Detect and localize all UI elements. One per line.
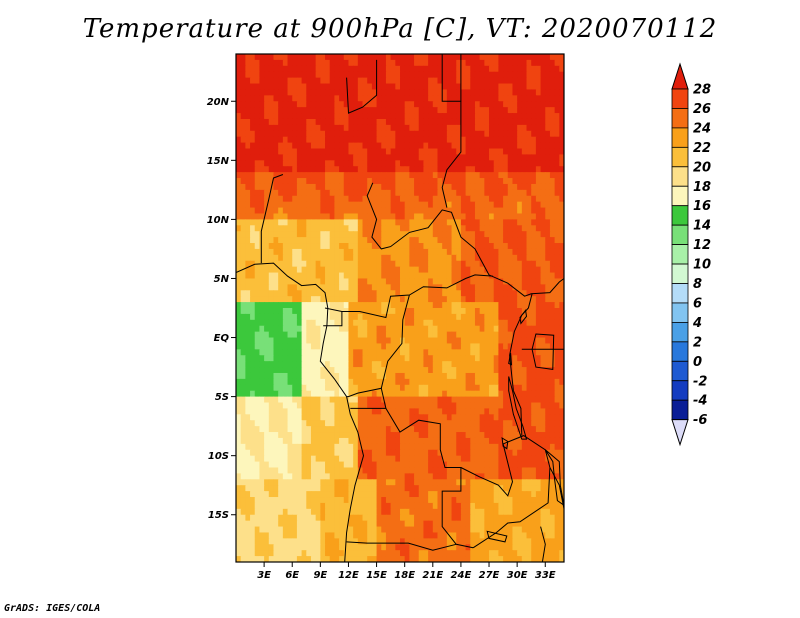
colorbar-bottom-arrow [671, 419, 689, 447]
colorbar-segment [671, 244, 689, 265]
lon-tick-label: 12E [338, 570, 359, 581]
colorbar-segment [671, 88, 689, 109]
lake-outline [508, 376, 528, 440]
border-line [380, 388, 387, 409]
colorbar-level-label: 22 [693, 141, 711, 156]
lat-tick-label: 15S [208, 510, 229, 521]
lon-tick-label: 6E [285, 570, 299, 581]
border-line [549, 467, 564, 509]
colorbar-segment [671, 380, 689, 401]
lake-outline [519, 309, 528, 325]
longitude-axis: 3E 6E 9E 12E 15E 18E 21E 24E 27E 30E 33E [257, 562, 556, 581]
colorbar-level-label: -6 [693, 413, 707, 428]
lon-tick-label: 33E [535, 570, 556, 581]
lat-tick-label: 10S [208, 451, 229, 462]
latitude-axis: 20N 15N 10N 5N EQ 5S 10S 15S [207, 97, 236, 521]
lake-outline [544, 449, 564, 506]
colorbar-level-label: 24 [693, 121, 711, 136]
colorbar-level-label: 0 [693, 355, 702, 370]
lat-tick-label: EQ [214, 333, 230, 344]
lon-tick-label: 3E [257, 570, 271, 581]
colorbar-segment [671, 185, 689, 207]
colorbar-segment [671, 224, 689, 245]
border-line [509, 293, 533, 391]
lon-tick-label: 30E [507, 570, 528, 581]
lat-tick-label: 5N [214, 274, 230, 285]
lon-tick-label: 27E [479, 570, 500, 581]
colorbar-level-label: 14 [693, 219, 711, 234]
colorbar-level-label: 6 [693, 296, 702, 311]
colorbar-segment [671, 321, 689, 343]
border-line [346, 541, 457, 551]
colorbar-segment [671, 283, 689, 304]
lake-outline [501, 437, 509, 450]
colorbar-segment [671, 360, 689, 382]
colorbar-level-label: 20 [693, 160, 711, 175]
border-line [346, 294, 410, 398]
colorbar-top-arrow [671, 62, 689, 90]
border-line [346, 59, 378, 114]
temperature-field [236, 54, 564, 562]
colorbar-level-label: 10 [693, 258, 711, 273]
border-line [350, 407, 474, 549]
lon-tick-label: 24E [451, 570, 472, 581]
country-borders [236, 54, 564, 562]
lat-tick-label: 5S [215, 392, 229, 403]
border-line [323, 311, 343, 327]
lake-outline [508, 352, 513, 366]
colorbar-segment [671, 399, 689, 421]
lon-tick-label: 21E [422, 570, 443, 581]
lon-tick-label: 9E [313, 570, 327, 581]
border-line [441, 54, 462, 208]
border-line [540, 526, 546, 562]
colorbar-segment [671, 263, 689, 284]
lon-tick-label: 18E [394, 570, 415, 581]
border-line [366, 182, 564, 297]
colorbar-level-label: 12 [693, 238, 711, 253]
border-line [260, 174, 284, 264]
colorbar-level-label: -4 [693, 394, 707, 409]
colorbar-segment [671, 302, 689, 323]
plot-frame [235, 53, 565, 563]
lat-tick-label: 20N [207, 97, 230, 108]
lat-tick-label: 10N [207, 215, 230, 226]
border-line [460, 435, 551, 549]
software-credit: GrADS: IGES/COLA [4, 603, 101, 614]
border-line [236, 262, 365, 562]
colorbar-level-label: 4 [692, 316, 702, 331]
colorbar-segment [671, 127, 689, 148]
lake-outline [486, 530, 508, 543]
lake-outline [531, 333, 555, 370]
colorbar-level-label: 16 [693, 199, 711, 214]
border-line [512, 390, 523, 436]
colorbar-level-label: 8 [693, 277, 702, 292]
colorbar-segment [671, 108, 689, 129]
colorbar-level-label: 26 [693, 102, 711, 117]
lat-tick-label: 15N [207, 156, 230, 167]
colorbar-level-label: -2 [693, 374, 707, 389]
colorbar-level-label: 18 [693, 180, 711, 195]
colorbar-level-label: 2 [693, 335, 702, 350]
lon-tick-label: 15E [366, 570, 387, 581]
colorbar-segment [671, 146, 689, 168]
colorbar-segment [671, 341, 689, 362]
colorbar-level-label: 28 [693, 83, 711, 98]
colorbar-segment [671, 205, 689, 226]
chart-title: Temperature at 900hPa [C], VT: 202007011… [82, 14, 718, 44]
colorbar-segment [671, 166, 689, 187]
